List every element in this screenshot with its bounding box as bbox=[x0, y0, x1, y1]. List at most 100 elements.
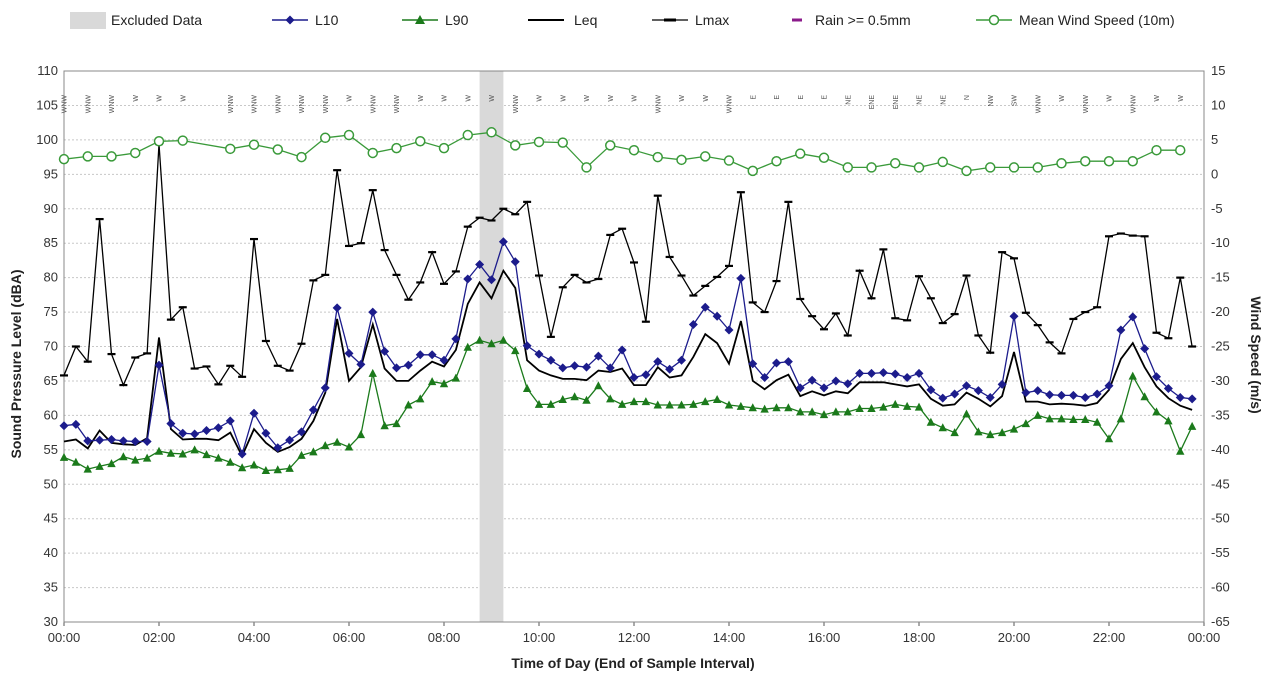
l90-marker bbox=[1128, 371, 1137, 380]
l90-marker bbox=[404, 400, 413, 409]
l10-marker bbox=[487, 275, 496, 285]
y2-tick-label: -50 bbox=[1211, 511, 1230, 526]
wind-direction-label: W bbox=[679, 95, 686, 102]
l10-marker bbox=[1045, 390, 1055, 400]
l10-marker bbox=[261, 428, 271, 438]
y2-axis-title: Wind Speed (m/s) bbox=[1248, 296, 1264, 413]
l10-marker bbox=[439, 355, 449, 365]
wind-speed-marker bbox=[723, 155, 735, 166]
l10-marker bbox=[1104, 381, 1114, 391]
y2-tick-label: -20 bbox=[1211, 304, 1230, 319]
legend-label-wind: Mean Wind Speed (10m) bbox=[1019, 12, 1175, 28]
l10-marker bbox=[83, 436, 93, 446]
l10-marker bbox=[225, 416, 235, 426]
legend-label-rain: Rain >= 0.5mm bbox=[815, 12, 911, 28]
wind-direction-label: NE bbox=[940, 95, 947, 105]
y-tick-label: 105 bbox=[36, 97, 58, 112]
l10-marker bbox=[973, 386, 983, 396]
l90-marker bbox=[107, 459, 116, 468]
l10-marker bbox=[154, 360, 164, 370]
y-tick-label: 40 bbox=[44, 545, 58, 560]
x-tick-label: 12:00 bbox=[618, 630, 651, 645]
wind-speed-marker bbox=[628, 144, 640, 156]
y-tick-label: 95 bbox=[44, 166, 58, 181]
l10-marker bbox=[118, 436, 128, 446]
l90-marker bbox=[950, 428, 959, 437]
l90-marker bbox=[736, 401, 746, 410]
l90-marker bbox=[1033, 410, 1042, 419]
wind-speed-marker bbox=[82, 151, 93, 162]
l90-marker bbox=[926, 417, 936, 426]
l10-marker bbox=[297, 427, 306, 437]
l90-marker bbox=[665, 400, 674, 409]
wind-speed-marker bbox=[557, 137, 568, 148]
l10-marker bbox=[582, 362, 591, 372]
l10-marker bbox=[700, 302, 710, 312]
wind-speed-marker bbox=[961, 165, 972, 177]
wind-direction-label: W bbox=[608, 95, 615, 102]
wind-direction-label: NW bbox=[988, 95, 995, 107]
y2-tick-label: -5 bbox=[1211, 201, 1223, 216]
y2-tick-label: -10 bbox=[1211, 235, 1230, 250]
l90-marker bbox=[843, 407, 852, 416]
l10-marker bbox=[1152, 372, 1161, 382]
l10-marker bbox=[59, 421, 69, 431]
l10-marker bbox=[878, 368, 888, 378]
x-axis-title: Time of Day (End of Sample Interval) bbox=[511, 655, 754, 671]
l90-marker bbox=[463, 342, 472, 351]
l10-marker bbox=[902, 372, 912, 382]
l10-marker bbox=[950, 389, 960, 399]
l90-marker bbox=[1057, 414, 1066, 423]
l90-marker bbox=[321, 441, 330, 450]
l10-marker bbox=[534, 349, 544, 359]
l10-marker bbox=[190, 429, 200, 439]
l90-marker bbox=[974, 427, 983, 436]
wind-direction-label: ENE bbox=[893, 95, 900, 110]
y-tick-label: 110 bbox=[37, 63, 58, 78]
l90-marker bbox=[83, 464, 92, 473]
wind-direction-label: WNW bbox=[85, 95, 92, 114]
l10-marker bbox=[451, 334, 461, 344]
l10-marker bbox=[1187, 394, 1197, 404]
x-tick-label: 04:00 bbox=[238, 630, 271, 645]
l90-marker bbox=[914, 402, 924, 411]
y-tick-label: 90 bbox=[44, 201, 58, 216]
l10-marker bbox=[795, 383, 805, 393]
l90-marker bbox=[712, 395, 722, 404]
wind-direction-label: W bbox=[1178, 95, 1185, 102]
y2-tick-label: -60 bbox=[1211, 580, 1230, 595]
wind-speed-marker bbox=[320, 132, 331, 144]
wind-direction-label: W bbox=[133, 95, 140, 102]
l10-marker bbox=[558, 363, 568, 373]
y-tick-label: 50 bbox=[44, 476, 58, 491]
l10-marker bbox=[475, 260, 485, 270]
l90-marker bbox=[582, 395, 591, 404]
l90-marker bbox=[475, 335, 484, 344]
wind-speed-marker bbox=[1151, 144, 1162, 156]
y2-tick-label: -15 bbox=[1211, 270, 1230, 285]
l90-marker bbox=[902, 401, 912, 410]
l90-marker bbox=[297, 450, 306, 459]
l90-marker bbox=[724, 400, 734, 409]
l90-marker bbox=[784, 403, 793, 412]
wind-speed-marker bbox=[866, 162, 877, 173]
y-tick-label: 100 bbox=[36, 132, 58, 147]
l90-marker bbox=[392, 419, 401, 428]
l10-marker bbox=[605, 363, 615, 373]
l90-marker bbox=[71, 457, 81, 466]
l10-marker bbox=[320, 383, 330, 393]
l10-marker bbox=[1009, 311, 1019, 321]
l90-marker bbox=[427, 377, 437, 386]
y-axis-title: Sound Pressure Level (dBA) bbox=[8, 269, 24, 458]
l10-marker bbox=[380, 346, 390, 356]
wind-speed-marker bbox=[842, 162, 853, 173]
l90-marker bbox=[344, 442, 354, 451]
wind-direction-label: WNW bbox=[62, 95, 69, 114]
l10-marker bbox=[985, 392, 995, 402]
y2-tick-label: -45 bbox=[1211, 476, 1230, 491]
wind-speed-marker bbox=[676, 154, 687, 166]
y-tick-label: 30 bbox=[44, 614, 58, 629]
wind-direction-label: W bbox=[1107, 95, 1114, 102]
wind-direction-label: NE bbox=[917, 95, 924, 105]
x-tick-label: 18:00 bbox=[903, 630, 936, 645]
